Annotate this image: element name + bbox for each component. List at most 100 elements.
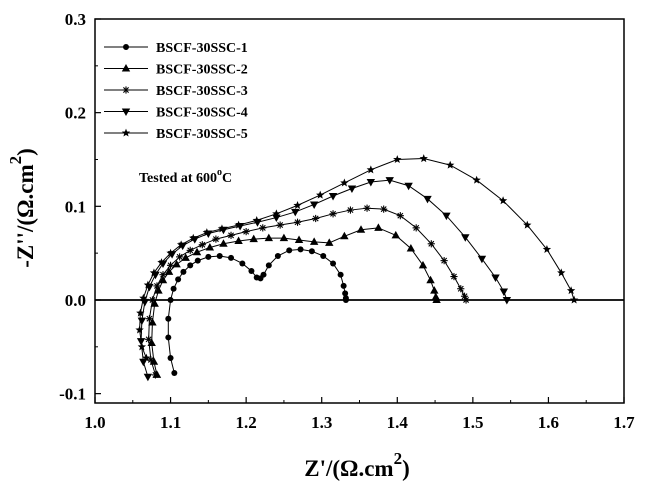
- legend-item-3: BSCF-30SSC-3: [104, 84, 248, 99]
- series-5-point-16: [293, 200, 302, 209]
- series-2-point-8: [172, 259, 181, 268]
- series-3-point-11-stroke-3: [212, 236, 219, 243]
- series-3-point-29-stroke-3: [463, 296, 470, 303]
- series-3-point-24: [427, 240, 435, 248]
- series-5-point-8: [166, 248, 175, 257]
- legend-item-5: BSCF-30SSC-5: [104, 127, 248, 142]
- series-4-point-1: [139, 358, 148, 367]
- series-4-point-23: [423, 195, 432, 204]
- series-4-point-16: [291, 208, 300, 217]
- series-1-point-12: [228, 254, 235, 261]
- series-3-point-14-stroke-3: [259, 224, 266, 231]
- series-5-point-11: [202, 228, 212, 237]
- series-2-point-29: [432, 295, 441, 303]
- series-2-point-7: [164, 267, 174, 275]
- series-3-point-2-stroke-3: [145, 336, 152, 343]
- x-tick-label-2: 1.2: [236, 413, 257, 432]
- y-tick-label-3: 0.2: [65, 104, 86, 123]
- series-3-point-10-stroke-3: [199, 241, 206, 248]
- series-3-point-12-stroke-3: [228, 232, 235, 239]
- series-1-line: [167, 248, 347, 374]
- annotation-main: Tested at 600: [139, 171, 217, 186]
- series-3-point-5-stroke-3: [153, 282, 160, 289]
- series-2: [147, 223, 441, 378]
- series-4-point-3: [137, 317, 147, 326]
- series-1-point-17: [260, 271, 267, 278]
- series-5-point-9: [176, 240, 186, 249]
- series-5-point-28: [566, 286, 576, 295]
- x-tick-label-5: 1.5: [462, 413, 483, 432]
- series-3-point-26-stroke-3: [450, 273, 457, 280]
- series-3-point-20: [363, 204, 371, 212]
- series-1-point-21: [297, 246, 304, 253]
- series-2-point-6: [158, 275, 168, 284]
- series-3-line: [148, 207, 467, 376]
- series-3-point-26: [450, 272, 458, 281]
- series-3-point-6-stroke-3: [160, 271, 167, 278]
- series-5-point-26: [542, 245, 552, 253]
- series-5-point-21: [419, 154, 428, 163]
- series-4-point-18: [328, 193, 338, 201]
- series-5-point-1: [137, 342, 147, 351]
- legend-marker-2: [121, 64, 131, 72]
- series-2-point-23: [391, 230, 400, 239]
- series-1-point-9: [194, 257, 201, 264]
- legend-label-2: BSCF-30SSC-2: [156, 63, 248, 78]
- series-3-point-22-stroke-3: [397, 212, 404, 219]
- series-3-point-7: [166, 261, 175, 269]
- series-1-point-2: [165, 334, 172, 341]
- x-tick-label-6: 1.6: [538, 413, 559, 432]
- series-3-point-22: [396, 212, 404, 220]
- y-axis-title-close: ): [13, 148, 38, 156]
- series-2-point-25: [418, 260, 428, 269]
- series-3-point-6: [159, 271, 167, 279]
- series-2-point-9: [181, 253, 190, 261]
- series-3-point-24-stroke-3: [428, 240, 435, 247]
- series-5-point-3: [136, 308, 145, 317]
- series-4-point-25: [461, 234, 470, 242]
- series-3-point-21: [380, 205, 388, 213]
- series-3-point-10: [198, 241, 206, 249]
- x-axis-title-close: ): [402, 456, 410, 481]
- series-4-point-21: [385, 177, 394, 185]
- series-1-point-29: [342, 296, 349, 303]
- legend-item-1: BSCF-30SSC-1: [104, 41, 248, 56]
- series-1-point-8: [187, 262, 194, 269]
- series-3-point-25: [440, 257, 448, 265]
- series-4-point-19: [347, 185, 357, 194]
- series-2-point-10: [192, 247, 202, 256]
- series-3-point-5: [153, 282, 161, 290]
- x-axis-title: Z'/(Ω.cm2): [304, 449, 410, 481]
- series-2-point-11: [205, 243, 215, 251]
- series-2-point-3: [148, 317, 157, 326]
- series-5-point-14: [252, 215, 261, 224]
- series-3-point-3-stroke-3: [146, 315, 153, 322]
- series-3-point-23: [412, 224, 420, 232]
- legend: BSCF-30SSC-1 BSCF-30SSC-2 BSCF-30SSC-3 BSCF…: [104, 41, 248, 142]
- series-3-point-19: [346, 206, 355, 214]
- series-3-point-7-stroke-3: [167, 262, 174, 269]
- series-4-point-24: [442, 212, 451, 221]
- series-3-point-17-stroke-3: [312, 215, 319, 222]
- legend-marker-5: [121, 128, 131, 137]
- annotation: Tested at 600oC: [139, 167, 232, 186]
- series-2-point-22: [374, 223, 383, 231]
- series-4-point-20: [366, 178, 376, 187]
- series-2-point-26: [426, 275, 435, 284]
- y-tick-label-2: 0.1: [65, 197, 86, 216]
- series-2-point-15: [264, 233, 274, 242]
- legend-marker-3-stroke-3: [123, 87, 129, 93]
- series-2-point-24: [406, 243, 416, 252]
- series-1-point-1: [167, 355, 174, 362]
- series-1-point-22: [308, 248, 315, 255]
- series-5-point-10: [189, 233, 198, 242]
- series-3-point-0: [151, 371, 160, 379]
- series-3-point-28-stroke-3: [461, 293, 468, 300]
- series-2-point-18: [309, 237, 319, 245]
- series-5-point-0: [142, 353, 151, 362]
- series-5-point-18: [340, 178, 349, 187]
- series-5-point-7: [157, 258, 166, 267]
- series-4-point-17: [309, 201, 319, 209]
- x-axis-title-sup: 2: [394, 449, 403, 468]
